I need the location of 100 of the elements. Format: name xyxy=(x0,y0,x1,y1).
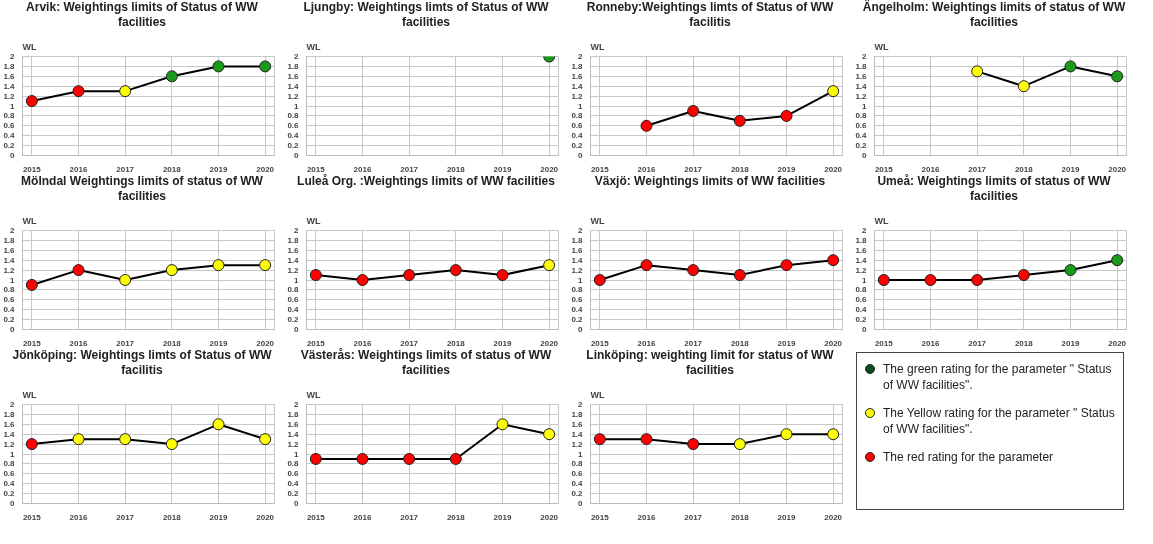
text: The green rating for the parameter " Status of WW facilities". xyxy=(883,361,1113,393)
y-tick-label: 1.6 xyxy=(287,419,300,429)
x-tick-label: 2015 xyxy=(306,512,326,522)
y-tick-label: 1 xyxy=(578,275,584,285)
x-tick-label: 2018 xyxy=(162,164,182,174)
y-tick-label: 1.8 xyxy=(287,235,300,245)
y-tick-label: 1.4 xyxy=(3,429,16,439)
x-tick-label: 2020 xyxy=(824,338,843,348)
chart-title: Linköping: weighting limit for status of WW facilities xyxy=(585,348,835,378)
y-tick-label: 1.4 xyxy=(855,255,868,265)
y-tick-label: 0.8 xyxy=(3,459,16,469)
chart-title: Växjö: Weightings limits of WW facilities xyxy=(594,174,826,189)
y-tick-label: 0.4 xyxy=(287,479,300,489)
x-tick-label: 2016 xyxy=(353,512,372,522)
y-tick-label: 1.2 xyxy=(3,439,16,449)
y-tick-label: 1.8 xyxy=(287,409,300,419)
y-tick-label: 2 xyxy=(862,226,868,235)
y-tick-label: 1.8 xyxy=(3,61,16,71)
x-tick-label: 2020 xyxy=(540,512,559,522)
x-tick-label: 2019 xyxy=(209,338,228,348)
x-tick-label: 2016 xyxy=(921,338,940,348)
x-tick-label: 2019 xyxy=(1061,164,1080,174)
x-tick-label: 2015 xyxy=(874,164,894,174)
y-tick-label: 0.2 xyxy=(855,315,868,325)
y-tick-label: 0 xyxy=(862,151,868,160)
y-tick-label: 1.2 xyxy=(287,439,300,449)
y-tick-label: 0 xyxy=(578,151,584,160)
y-tick-label: 1 xyxy=(294,449,300,459)
x-tick-label: 2019 xyxy=(1061,338,1080,348)
y-axis-title: WL xyxy=(22,41,37,52)
y-tick-label: 1 xyxy=(10,275,16,285)
y-tick-label: 1 xyxy=(10,101,16,111)
x-tick-label: 2019 xyxy=(493,338,512,348)
y-tick-label: 0.2 xyxy=(855,141,868,151)
y-axis-title: WL xyxy=(306,41,321,52)
y-tick-label: 0.2 xyxy=(287,489,300,499)
y-tick-label: 1.4 xyxy=(287,429,300,439)
y-tick-label: 0.8 xyxy=(287,285,300,295)
y-tick-label: 0.8 xyxy=(855,111,868,121)
y-tick-label: 0.2 xyxy=(3,315,16,325)
y-tick-label: 1.2 xyxy=(287,265,300,275)
x-tick-label: 2016 xyxy=(353,164,372,174)
y-tick-label: 1.4 xyxy=(287,255,300,265)
x-tick-label: 2015 xyxy=(306,338,326,348)
chart-title: Ronneby:Weightings limts of Status of WW facilitis xyxy=(585,0,835,30)
y-axis-title: WL xyxy=(590,215,605,226)
x-tick-label: 2016 xyxy=(69,512,88,522)
x-tick-label: 2017 xyxy=(684,512,703,522)
x-tick-label: 2016 xyxy=(69,338,88,348)
y-tick-label: 1.2 xyxy=(855,265,868,275)
x-tick-label: 2016 xyxy=(921,164,940,174)
y-tick-label: 1.6 xyxy=(855,245,868,255)
x-tick-label: 2017 xyxy=(968,338,987,348)
x-tick-label: 2018 xyxy=(730,512,750,522)
chart-title: Mölndal Weightings limits of status of WW facilities xyxy=(20,174,264,204)
x-tick-label: 2020 xyxy=(1108,164,1127,174)
y-tick-label: 0.4 xyxy=(571,305,584,315)
y-tick-label: 2 xyxy=(10,226,16,235)
y-tick-label: 0.6 xyxy=(287,121,300,131)
x-tick-label: 2017 xyxy=(116,338,135,348)
y-tick-label: 0 xyxy=(294,499,300,508)
x-tick-label: 2018 xyxy=(730,338,750,348)
y-tick-label: 2 xyxy=(10,400,16,409)
y-tick-label: 0.8 xyxy=(3,111,16,121)
y-tick-label: 0.8 xyxy=(571,111,584,121)
chart-title: Umeå: Weightings limits of status of WW facilities xyxy=(876,174,1112,204)
x-tick-label: 2020 xyxy=(256,512,275,522)
y-tick-label: 1.2 xyxy=(3,91,16,101)
y-axis-title: WL xyxy=(590,389,605,400)
y-tick-label: 2 xyxy=(862,52,868,61)
y-axis-title: WL xyxy=(306,389,321,400)
y-tick-label: 0.6 xyxy=(287,469,300,479)
y-tick-label: 1.6 xyxy=(855,71,868,81)
y-tick-label: 1.6 xyxy=(287,245,300,255)
x-tick-label: 2020 xyxy=(256,164,275,174)
y-tick-label: 0.8 xyxy=(571,285,584,295)
x-tick-label: 2020 xyxy=(824,512,843,522)
y-tick-label: 1.6 xyxy=(3,71,16,81)
y-tick-label: 1.2 xyxy=(287,91,300,101)
x-tick-label: 2020 xyxy=(540,164,559,174)
y-tick-label: 0.8 xyxy=(855,285,868,295)
x-tick-label: 2016 xyxy=(637,512,656,522)
x-tick-label: 2018 xyxy=(1014,338,1034,348)
x-tick-label: 2019 xyxy=(493,164,512,174)
x-tick-label: 2015 xyxy=(590,338,610,348)
y-tick-label: 0.6 xyxy=(571,295,584,305)
y-tick-label: 2 xyxy=(578,226,584,235)
y-tick-label: 0.4 xyxy=(3,305,16,315)
x-tick-label: 2015 xyxy=(306,164,326,174)
x-tick-label: 2016 xyxy=(637,338,656,348)
x-tick-label: 2018 xyxy=(162,338,182,348)
x-tick-label: 2019 xyxy=(777,338,796,348)
y-tick-label: 0.2 xyxy=(3,489,16,499)
x-tick-label: 2015 xyxy=(874,338,894,348)
y-tick-label: 0.4 xyxy=(855,131,868,141)
y-axis-title: WL xyxy=(874,215,889,226)
y-tick-label: 0.2 xyxy=(287,315,300,325)
y-tick-label: 0.6 xyxy=(855,121,868,131)
chart-title: Ängelholm: Weightings limits of status of WW facilities xyxy=(862,0,1126,30)
y-tick-label: 1 xyxy=(10,449,16,459)
